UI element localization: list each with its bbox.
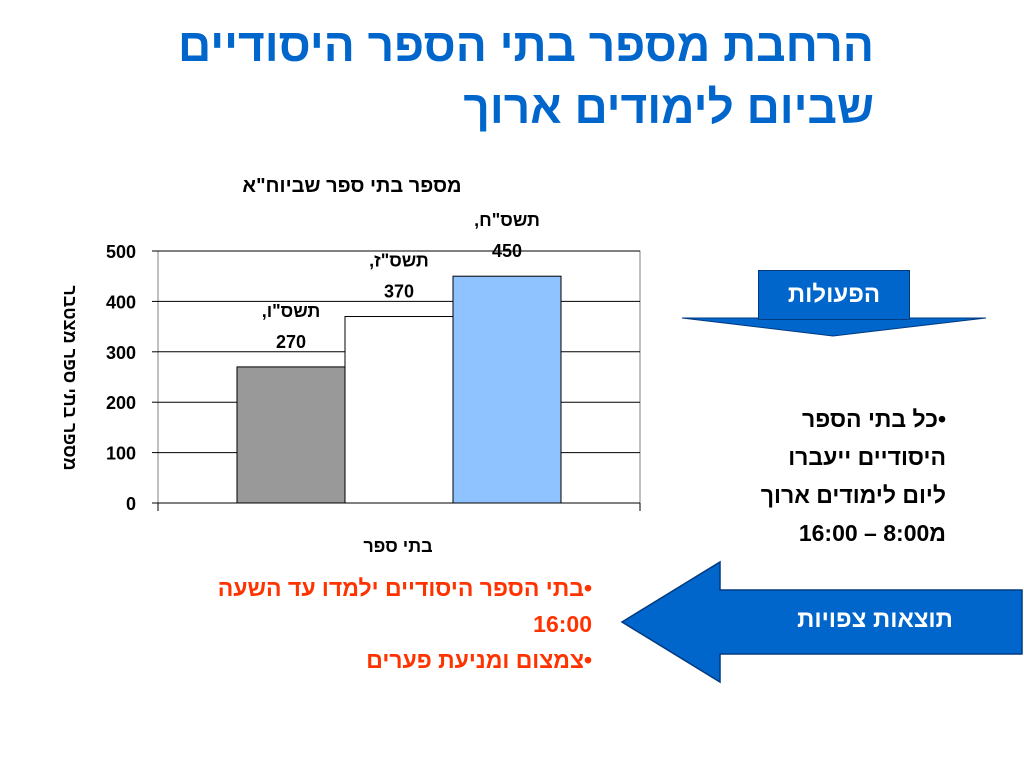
results-label: תוצאות צפויות [797, 606, 953, 633]
bar [452, 275, 562, 504]
data-label-category: תשס"ז, [369, 251, 429, 271]
actions-bullet-line-2: היסודיים ייעברו [788, 444, 946, 470]
x-axis-label: בתי ספר [363, 536, 432, 556]
data-label-value: 370 [384, 282, 414, 302]
data-label-value: 450 [492, 241, 522, 261]
results-bullet-list: •בתי הספר היסודיים ילמדו עד השעה 16:00 •… [100, 570, 592, 678]
actions-bullet-list: •כל בתי הספר היסודיים ייעברו ליום לימודי… [700, 400, 946, 552]
data-label-value: 270 [276, 332, 306, 352]
results-callout: תוצאות צפויות [620, 560, 1024, 684]
results-bullet-line-3: •צמצום ומניעת פערים [366, 647, 592, 673]
bar [344, 316, 454, 504]
y-axis-label: מספר בתי ספר מצטבר [60, 285, 80, 470]
actions-bullet-line-3: ליום לימודים ארוך [760, 482, 946, 508]
actions-bullet-line-4: מ8:00 – 16:00 [798, 520, 946, 546]
page-title-line-1: הרחבת מספר בתי הספר היסודיים [178, 19, 874, 71]
page-title: הרחבת מספר בתי הספר היסודיים שביום לימוד… [0, 14, 874, 138]
bar-chart: 0 100 200 300 400 500 תשס"ו, 270 תשס"ז, 370 תשס"ח,… [60, 175, 641, 556]
y-tick-label: 200 [106, 393, 136, 413]
bar [236, 366, 346, 504]
y-tick-label: 400 [106, 292, 136, 312]
actions-bullet-line-1: •כל בתי הספר [801, 406, 946, 432]
y-tick-label: 100 [106, 444, 136, 464]
results-bullet-line-1: •בתי הספר היסודיים ילמדו עד השעה [217, 575, 592, 601]
y-tick-label: 300 [106, 343, 136, 363]
chart-title: מספר בתי ספר שביוח"א [242, 175, 461, 197]
page-title-line-2: שביום לימודים ארוך [463, 81, 874, 133]
y-tick-label: 0 [126, 494, 136, 514]
left-arrow-shape [620, 560, 1023, 684]
data-label-category: תשס"ו, [262, 301, 321, 321]
results-bullet-line-2: 16:00 [533, 611, 592, 637]
y-tick-label: 500 [106, 242, 136, 262]
data-label-category: תשס"ח, [474, 210, 540, 230]
actions-label: הפעולות [758, 270, 910, 320]
actions-callout: הפעולות [680, 268, 990, 338]
